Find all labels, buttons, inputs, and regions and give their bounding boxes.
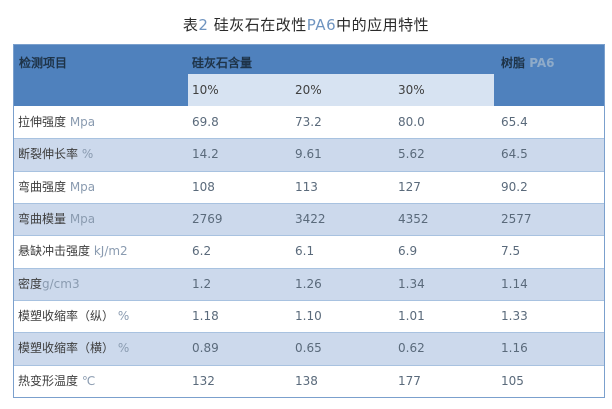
- value-10pct: 108: [192, 179, 215, 194]
- value-pa6: 7.5: [501, 244, 521, 259]
- value-10pct: 132: [192, 373, 215, 388]
- value-pa6: 90.2: [501, 179, 528, 194]
- value-10pct: 14.2: [192, 147, 219, 162]
- subheader-30pct: 30%: [398, 83, 425, 97]
- header-resin-zh: 树脂: [501, 56, 530, 70]
- header-test-items: 检测项目: [19, 56, 68, 70]
- caption-table-number: 2: [198, 16, 209, 34]
- value-20pct: 1.10: [295, 308, 322, 323]
- value-20pct: 138: [295, 373, 318, 388]
- value-20pct: 3422: [295, 211, 326, 226]
- value-30pct: 80.0: [398, 115, 425, 129]
- value-20pct: 113: [295, 179, 318, 194]
- table-row-mold-shrinkage-longitudinal: 模塑收缩率（纵） % 1.18 1.10 1.01 1.33: [14, 299, 604, 333]
- row-label: 热变形温度 ℃: [18, 373, 96, 388]
- percentage-subheader-band: 10% 20% 30%: [188, 74, 494, 106]
- value-10pct: 2769: [192, 211, 223, 226]
- caption-text-zh2: 硅灰石在改性: [208, 16, 307, 34]
- table-row-mold-shrinkage-transverse: 模塑收缩率（横） % 0.89 0.65 0.62 1.16: [14, 332, 604, 365]
- row-label: 断裂伸长率 %: [18, 147, 94, 162]
- value-30pct: 6.9: [398, 244, 418, 259]
- value-20pct: 0.65: [295, 341, 322, 356]
- value-pa6: 1.33: [501, 308, 528, 323]
- header-resin-lat: PA6: [529, 56, 555, 70]
- value-10pct: 1.18: [192, 308, 219, 323]
- value-30pct: 1.34: [398, 276, 425, 291]
- row-label: 悬缺冲击强度 kJ/m2: [18, 244, 128, 259]
- table-row-tensile-strength: 拉伸强度 Mpa 69.8 73.2 80.0 65.4: [14, 106, 604, 139]
- row-label: 弯曲强度 Mpa: [18, 179, 96, 194]
- value-pa6: 105: [501, 373, 524, 388]
- row-label: 模塑收缩率（纵） %: [18, 308, 130, 323]
- value-20pct: 73.2: [295, 115, 322, 129]
- value-30pct: 4352: [398, 211, 429, 226]
- value-30pct: 127: [398, 179, 421, 194]
- table-row-elongation-at-break: 断裂伸长率 % 14.2 9.61 5.62 64.5: [14, 138, 604, 171]
- value-pa6: 1.16: [501, 341, 528, 356]
- table-row-izod-impact-strength: 悬缺冲击强度 kJ/m2 6.2 6.1 6.9 7.5: [14, 235, 604, 268]
- value-10pct: 69.8: [192, 115, 219, 129]
- value-pa6: 65.4: [501, 115, 528, 129]
- table-header: 检测项目 硅灰石含量 树脂 PA6 10% 20% 30%: [14, 45, 604, 106]
- value-30pct: 177: [398, 373, 421, 388]
- value-30pct: 5.62: [398, 147, 425, 162]
- value-10pct: 0.89: [192, 341, 219, 356]
- caption-text-zh3: 中的应用特性: [336, 16, 430, 34]
- table-body: 拉伸强度 Mpa 69.8 73.2 80.0 65.4 断裂伸长率 % 14.…: [14, 106, 604, 397]
- value-20pct: 9.61: [295, 147, 322, 162]
- table-row-density: 密度g/cm3 1.2 1.26 1.34 1.14: [14, 267, 604, 300]
- table-caption: 表2 硅灰石在改性PA6中的应用特性: [0, 14, 612, 35]
- header-wollastonite-content: 硅灰石含量: [192, 56, 253, 70]
- row-label: 拉伸强度 Mpa: [18, 115, 96, 129]
- subheader-10pct: 10%: [192, 83, 219, 97]
- value-pa6: 2577: [501, 211, 532, 226]
- value-20pct: 6.1: [295, 244, 315, 259]
- value-30pct: 0.62: [398, 341, 425, 356]
- row-label: 模塑收缩率（横） %: [18, 341, 130, 356]
- value-20pct: 1.26: [295, 276, 322, 291]
- row-label: 密度g/cm3: [18, 276, 80, 291]
- caption-pa6-label: PA6: [306, 16, 337, 34]
- header-resin-pa6: 树脂 PA6: [501, 54, 555, 71]
- value-pa6: 64.5: [501, 147, 528, 162]
- value-10pct: 6.2: [192, 244, 212, 259]
- subheader-20pct: 20%: [295, 83, 322, 97]
- table-row-flexural-strength: 弯曲强度 Mpa 108 113 127 90.2: [14, 170, 604, 203]
- table-row-flexural-modulus: 弯曲模量 Mpa 2769 3422 4352 2577: [14, 202, 604, 236]
- table-row-heat-deflection-temperature: 热变形温度 ℃ 132 138 177 105: [14, 364, 604, 397]
- value-30pct: 1.01: [398, 308, 425, 323]
- caption-text-zh: 表: [182, 16, 199, 34]
- row-label: 弯曲模量 Mpa: [18, 211, 96, 226]
- value-10pct: 1.2: [192, 276, 212, 291]
- value-pa6: 1.14: [501, 276, 528, 291]
- data-table: 检测项目 硅灰石含量 树脂 PA6 10% 20% 30% 拉伸强度 Mpa 6…: [13, 44, 605, 398]
